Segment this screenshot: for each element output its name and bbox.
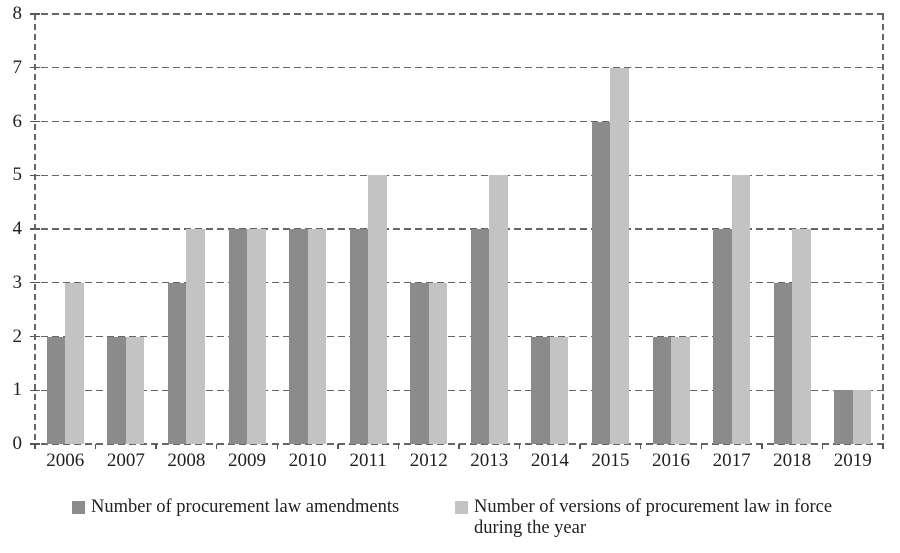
x-tick-label-2014: 2014: [530, 450, 569, 471]
bar-series1-2018: [773, 282, 793, 444]
gridline-6: [30, 120, 888, 123]
x-axis-tick-12: [761, 444, 763, 449]
y-tick-label-7: 7: [12, 56, 23, 78]
x-axis-tick-14: [882, 444, 884, 449]
y-tick-label-3: 3: [12, 271, 23, 293]
x-axis-tick-3: [216, 444, 218, 449]
x-tick-label-2010: 2010: [288, 450, 327, 471]
y-tick-label-1: 1: [12, 379, 23, 401]
bar-series1-2011: [349, 229, 369, 444]
bar-series2-2019: [852, 390, 872, 444]
bar-series2-2017: [731, 175, 751, 444]
bar-series2-2010: [307, 229, 327, 444]
x-tick-label-2006: 2006: [46, 450, 85, 471]
gridline-8: [30, 13, 888, 15]
x-axis-tick-13: [821, 444, 824, 449]
bar-series1-2016: [652, 336, 671, 444]
x-tick-label-2007: 2007: [106, 450, 145, 471]
gridline-7: [30, 67, 888, 69]
bar-series2-2016: [671, 336, 690, 444]
bar-series1-2008: [167, 282, 187, 444]
y-axis-line: [34, 14, 36, 444]
x-tick-label-2008: 2008: [167, 450, 206, 471]
bar-series1-2007: [107, 336, 126, 444]
bar-series2-2011: [368, 175, 387, 444]
x-axis-tick-4: [276, 444, 278, 449]
bar-series1-2010: [289, 229, 308, 444]
bar-series2-2009: [247, 229, 266, 444]
legend-label-2-line-2: during the year: [474, 518, 586, 538]
plot-area: [30, 13, 888, 449]
bar-series1-2017: [713, 229, 732, 444]
legend-label-2-line-1: Number of versions of procurement law in…: [474, 497, 833, 517]
bar-series2-2014: [549, 336, 569, 444]
x-axis-tick-1: [94, 444, 97, 449]
bar-series1-2013: [470, 229, 490, 444]
x-axis-tick-8: [518, 444, 521, 449]
bar-series2-2006: [65, 282, 84, 444]
y-tick-label-8: 8: [12, 3, 23, 24]
legend-label-1-line-1: Number of procurement law amendments: [91, 497, 400, 517]
bar-series1-2014: [531, 336, 550, 444]
bar-series1-2019: [834, 390, 853, 444]
x-tick-label-2011: 2011: [349, 450, 387, 471]
y-tick-label-0: 0: [12, 433, 23, 454]
x-axis-tick-5: [337, 444, 339, 449]
legend-item-2: Number of versions of procurement law in…: [455, 497, 832, 539]
y-tick-label-6: 6: [12, 110, 23, 132]
x-tick-label-2019: 2019: [833, 450, 872, 471]
x-tick-label-2009: 2009: [228, 450, 266, 471]
x-axis-tick-10: [640, 444, 642, 449]
bar-series2-2013: [489, 175, 508, 444]
x-axis-tick-9: [579, 444, 581, 449]
gridline-4: [30, 228, 888, 230]
gridline-0: [30, 443, 888, 445]
x-tick-label-2013: 2013: [470, 450, 509, 471]
bar-series2-2012: [428, 282, 448, 444]
x-tick-label-2015: 2015: [591, 450, 630, 471]
bar-series2-2015: [610, 67, 629, 444]
x-axis-tick-2: [155, 444, 157, 449]
legend-item-1: Number of procurement law amendments: [72, 497, 399, 518]
x-tick-label-2012: 2012: [409, 450, 448, 471]
bar-series1-2006: [46, 336, 66, 444]
right-border-line: [882, 14, 884, 444]
bar-series2-2018: [792, 229, 811, 444]
legend-label-1: Number of procurement law amendments: [91, 497, 399, 518]
x-tick-label-2018: 2018: [773, 450, 812, 471]
legend-swatch-2: [455, 501, 468, 514]
gridline-2: [30, 335, 888, 338]
legend-label-2: Number of versions of procurement law in…: [474, 497, 832, 539]
gridline-3: [30, 282, 888, 284]
x-tick-label-2017: 2017: [712, 450, 751, 471]
x-axis-tick-6: [397, 444, 400, 449]
bar-series1-2015: [591, 121, 611, 444]
legend-swatch-1: [72, 501, 85, 514]
y-tick-label-2: 2: [12, 325, 23, 347]
bar-series2-2008: [186, 229, 205, 444]
gridline-5: [30, 174, 888, 176]
y-tick-label-4: 4: [12, 218, 23, 239]
x-axis-tick-0: [34, 444, 36, 449]
gridline-1: [30, 389, 888, 391]
x-tick-label-2016: 2016: [652, 450, 690, 471]
bar-series1-2009: [228, 229, 247, 444]
bar-series2-2007: [125, 336, 145, 444]
y-tick-label-5: 5: [12, 164, 23, 186]
bar-series1-2012: [410, 282, 429, 444]
x-axis-tick-11: [700, 444, 702, 449]
x-axis-tick-7: [458, 444, 460, 449]
